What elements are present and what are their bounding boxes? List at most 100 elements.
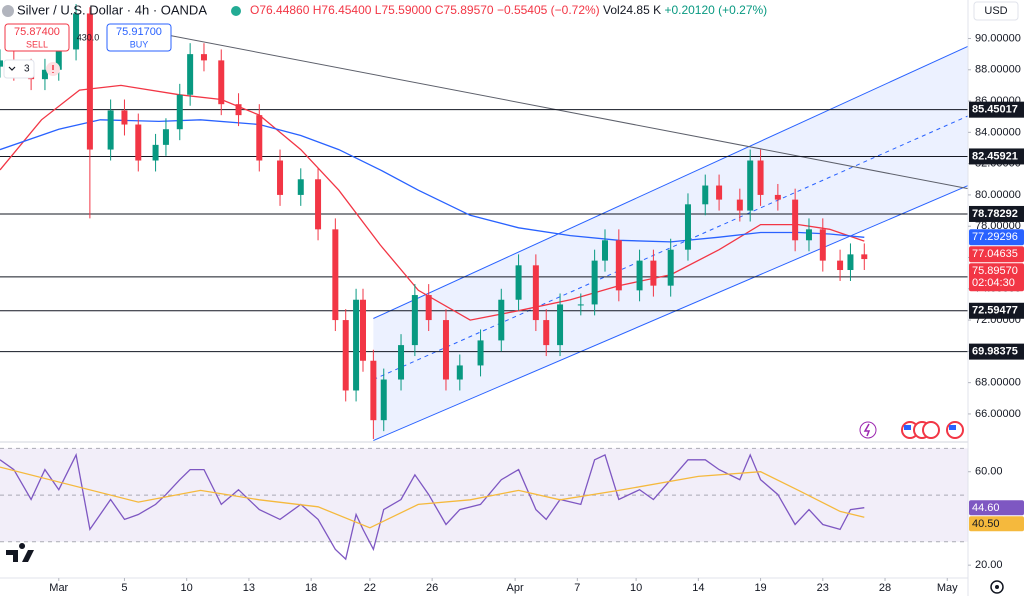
bar-countdown: 02:04:30 <box>972 277 1015 289</box>
sell-button[interactable] <box>4 23 70 52</box>
price-tag-box <box>969 263 1024 292</box>
candle-body <box>380 379 387 421</box>
settings-icon[interactable] <box>990 580 1004 594</box>
event-flag[interactable] <box>922 421 940 439</box>
candle-body <box>747 160 754 211</box>
logo <box>6 543 34 562</box>
candle-body <box>41 69 48 80</box>
price-tag-box <box>969 229 1024 246</box>
candle-body <box>774 194 781 200</box>
y-tick-label: 20.00 <box>975 559 1003 571</box>
lightning-icon[interactable] <box>859 421 877 439</box>
candle-body <box>716 185 723 200</box>
lightning-glyph <box>863 423 871 437</box>
volume-value: Vol24.85 K <box>603 3 661 17</box>
currency-button[interactable] <box>973 1 1019 21</box>
candle-body <box>73 13 80 50</box>
candle-body <box>805 229 812 241</box>
price-tag-box <box>969 516 1024 532</box>
candle-body <box>55 49 62 70</box>
candle-body <box>256 115 263 161</box>
settings-dot <box>995 585 999 589</box>
candle-body <box>456 365 463 380</box>
x-tick-label: 28 <box>879 582 891 594</box>
candle-body <box>353 299 360 391</box>
candle-body <box>0 60 3 67</box>
level-label: 78.78292 <box>972 208 1018 220</box>
x-tick-label: Mar <box>49 582 68 594</box>
candle-body <box>861 254 868 260</box>
candle-body <box>135 124 142 161</box>
ma-value-tag: 77.29296 <box>972 231 1018 243</box>
candle-body <box>370 360 377 421</box>
ma-value-tag: 77.04635 <box>972 248 1018 260</box>
level-label-box <box>969 302 1024 319</box>
candle-body <box>577 304 584 306</box>
candle-body <box>162 129 169 145</box>
candle-body <box>411 295 418 346</box>
candle-body <box>602 240 608 261</box>
candle-body <box>425 295 432 321</box>
x-tick-label: 14 <box>692 582 704 594</box>
level-label-box <box>969 101 1024 118</box>
sell-label: SELL <box>26 39 48 49</box>
level-label: 72.59477 <box>972 305 1018 317</box>
high-value: H76.45400 <box>313 3 372 17</box>
candle-body <box>218 60 225 105</box>
moving-average <box>0 84 865 321</box>
price-tag-box <box>969 500 1024 516</box>
level-label-box <box>969 205 1024 222</box>
x-tick-label: 7 <box>574 582 580 594</box>
buy-label: BUY <box>130 39 149 49</box>
candle-body <box>297 179 304 195</box>
trendline <box>169 34 969 190</box>
chevron <box>8 66 16 71</box>
buy-button[interactable] <box>106 23 172 52</box>
indicator-count: 3 <box>24 64 30 75</box>
candle-body <box>515 265 522 300</box>
last-price-tag: 75.89570 <box>972 265 1018 277</box>
sell-price: 75.87400 <box>14 26 60 38</box>
flag-canton <box>949 425 956 430</box>
market-status[interactable] <box>231 6 241 16</box>
level-label-box <box>969 343 1024 360</box>
x-tick-label: 22 <box>364 582 376 594</box>
candle-body <box>557 304 564 346</box>
header: Silver / U.S. Dollar · 4h · OANDA O76.44… <box>2 1 1019 79</box>
symbol-icon <box>2 5 14 17</box>
buy-price: 75.91700 <box>116 26 162 38</box>
candle-body <box>121 110 128 125</box>
rsi-line <box>0 466 865 529</box>
candle-body <box>86 13 93 150</box>
price-axis <box>968 0 1024 596</box>
rsi-value-tag: 44.60 <box>972 502 1000 514</box>
candle-body <box>684 204 691 250</box>
x-tick-label: 10 <box>181 582 193 594</box>
volume-change: +0.20120 (+0.27%) <box>664 3 767 17</box>
x-tick-label: 10 <box>630 582 642 594</box>
axis-layer: 66.0000068.0000070.0000072.0000074.00000… <box>49 32 1024 594</box>
x-tick-label: May <box>937 582 958 594</box>
candle-body <box>342 320 349 391</box>
candle-body <box>477 340 484 366</box>
candle-body <box>360 299 366 361</box>
candle-body <box>176 94 183 130</box>
change-value: −0.55405 (−0.72%) <box>497 3 600 17</box>
indicators-toggle[interactable] <box>3 59 35 79</box>
y-tick-label: 78.00000 <box>975 220 1021 232</box>
candle-body <box>200 54 207 61</box>
candle-body <box>702 185 709 205</box>
candle-body <box>792 199 799 241</box>
x-tick-label: 26 <box>426 582 438 594</box>
y-tick-label: 68.00000 <box>975 377 1021 389</box>
y-tick-label: 80.00000 <box>975 189 1021 201</box>
candle-body <box>837 260 844 271</box>
low-value: L75.59000 <box>375 3 432 17</box>
channel-line <box>373 185 969 441</box>
x-tick-label: 18 <box>305 582 317 594</box>
candle-body <box>847 254 854 271</box>
event-icons <box>859 421 964 439</box>
flag-canton <box>904 425 911 430</box>
candle-body <box>187 54 194 95</box>
